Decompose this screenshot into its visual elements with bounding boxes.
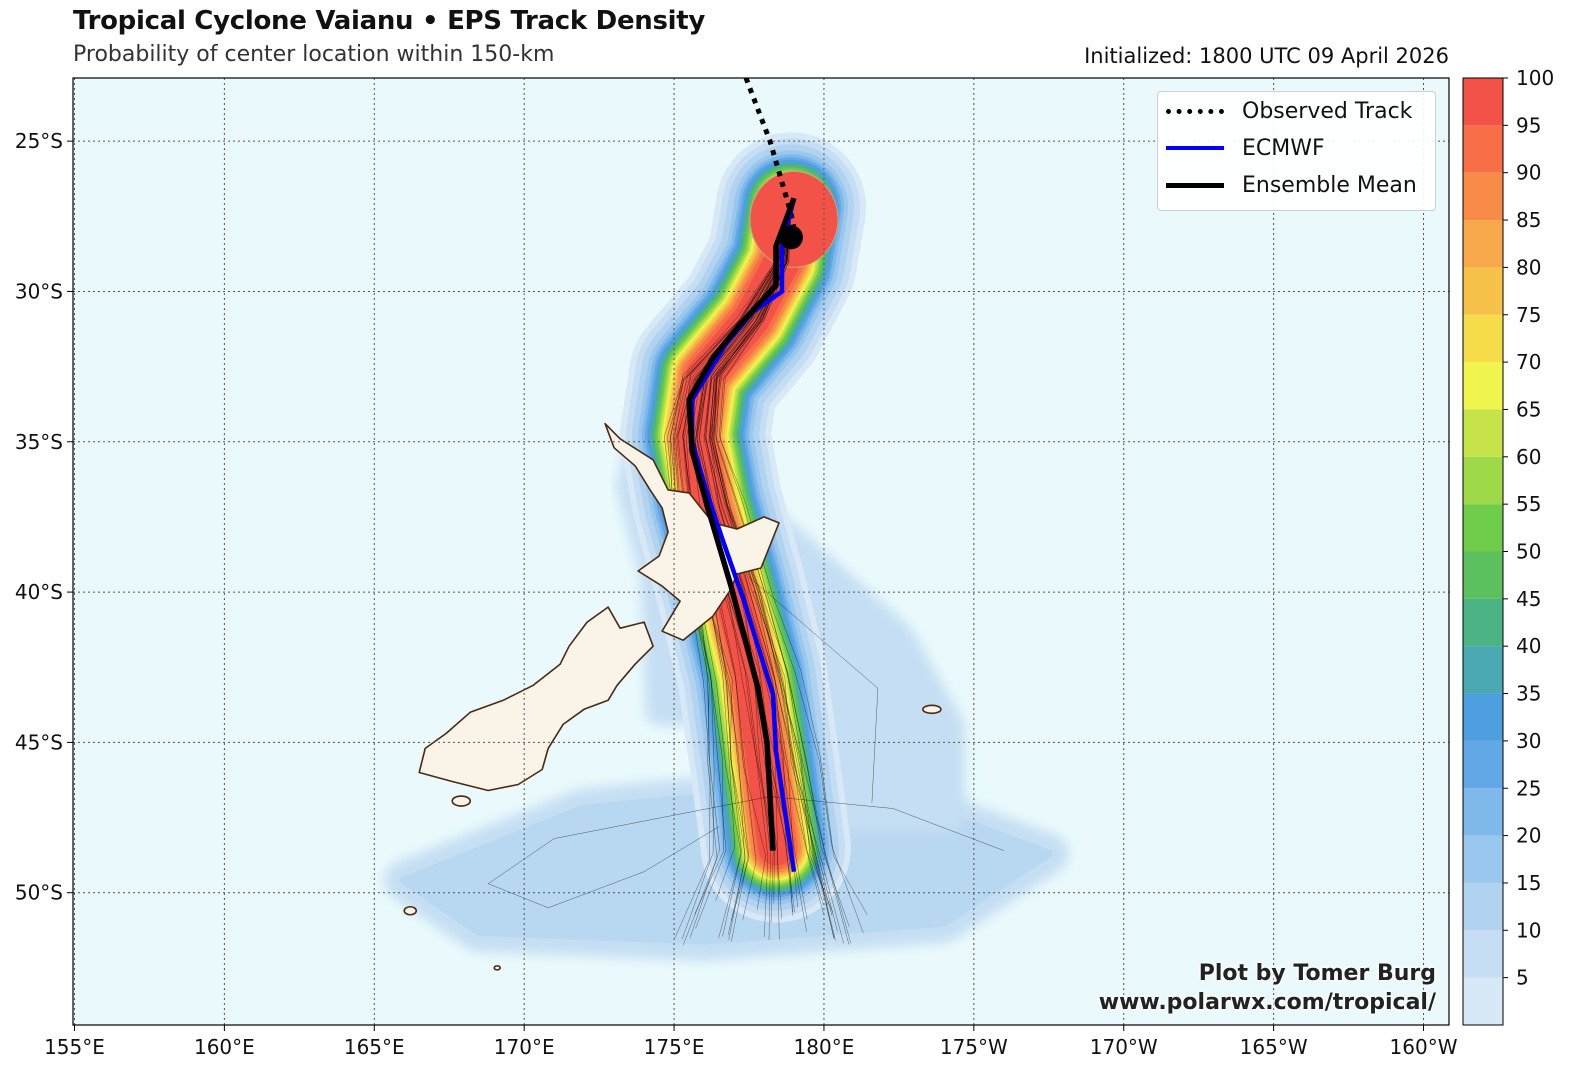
colorbar-tick-label: 85 [1516, 208, 1541, 232]
lon-tick-label: 160°E [194, 1035, 255, 1059]
ensemble-member-track-outlier [769, 796, 1004, 851]
legend-item-observed: Observed Track [1166, 96, 1412, 126]
colorbar: 5 10 15 20 25 30 35 40 45 50 55 60 65 70 75 80 85 90 95 100 [1462, 66, 1554, 1026]
colorbar-tick-label: 25 [1516, 776, 1541, 800]
colorbar-segment-20 [1463, 835, 1503, 883]
colorbar-tick-label: 55 [1516, 492, 1541, 516]
lon-tick-label: 155°E [44, 1035, 105, 1059]
auckland-islands [403, 905, 418, 916]
colorbar-segment-100 [1463, 78, 1503, 126]
current-position-marker [778, 225, 803, 250]
lon-tick-label: 160°W [1390, 1035, 1458, 1059]
south-island [418, 606, 654, 792]
colorbar-tick-label: 50 [1516, 540, 1541, 564]
colorbar-tick-label: 5 [1516, 966, 1529, 990]
lon-tick-label: 175°E [644, 1035, 705, 1059]
colorbar-segment-40 [1463, 646, 1503, 694]
axis-ticks: 155°E 160°E 165°E 170°E 175°E 180°E 175°W 170°W… [15, 129, 1458, 1059]
map-frame [72, 77, 1450, 1026]
colorbar-tick-label: 30 [1516, 729, 1541, 753]
colorbar-segment-50 [1463, 551, 1503, 599]
colorbar-tick-label: 75 [1516, 303, 1541, 327]
colorbar-tick-label: 45 [1516, 587, 1541, 611]
lon-tick-label: 165°W [1240, 1035, 1308, 1059]
track-lines [686, 78, 803, 873]
colorbar-segment-5 [1463, 977, 1503, 1025]
colorbar-tick-label: 15 [1516, 871, 1541, 895]
page-title: Tropical Cyclone Vaianu • EPS Track Dens… [73, 6, 706, 36]
colorbar-tick-label: 40 [1516, 634, 1541, 658]
legend-label-ensemble-mean: Ensemble Mean [1242, 172, 1417, 198]
colorbar-segment-60 [1463, 456, 1503, 505]
credit-author: Plot by Tomer Burg [1198, 961, 1436, 986]
colorbar-segment-25 [1463, 788, 1503, 836]
lat-tick-label: 45°S [15, 730, 63, 754]
colorbar-segment-55 [1463, 504, 1503, 552]
colorbar-segment-90 [1463, 172, 1503, 221]
colorbar-tick-label: 35 [1516, 682, 1541, 706]
page-subtitle: Probability of center location within 15… [73, 42, 555, 67]
chatham-islands [922, 704, 942, 715]
colorbar-tick-label: 90 [1516, 161, 1541, 185]
colorbar-tick-label: 10 [1516, 918, 1541, 942]
legend-item-ecmwf: ECMWF [1166, 133, 1325, 163]
lat-tick-label: 40°S [15, 580, 63, 604]
legend: Observed Track ECMWF Ensemble Mean [1157, 91, 1436, 211]
ecmwf-swatch [1166, 146, 1224, 150]
ensemble-member-track-outlier [748, 576, 879, 803]
lat-tick-label: 30°S [15, 279, 63, 303]
colorbar-segment-75 [1463, 314, 1503, 363]
lon-tick-label: 180°E [794, 1035, 855, 1059]
credit-url[interactable]: www.polarwx.com/tropical/ [1098, 990, 1436, 1015]
lat-tick-label: 50°S [15, 881, 63, 905]
colorbar-tick-label: 20 [1516, 824, 1541, 848]
legend-label-observed: Observed Track [1242, 98, 1413, 124]
colorbar-segment-70 [1463, 362, 1503, 410]
observed-track-swatch [1166, 108, 1224, 114]
lon-tick-label: 170°W [1090, 1035, 1158, 1059]
colorbar-tick-label: 70 [1516, 350, 1541, 374]
colorbar-segment-10 [1463, 930, 1503, 978]
lon-tick-label: 175°W [940, 1035, 1008, 1059]
legend-item-ensemble-mean: Ensemble Mean [1166, 170, 1417, 200]
colorbar-segment-35 [1463, 693, 1503, 741]
colorbar-tick-label: 100 [1516, 66, 1554, 90]
colorbar-segment-15 [1463, 882, 1503, 931]
campbell-island [493, 965, 501, 971]
colorbar-segment-80 [1463, 267, 1503, 315]
colorbar-segment-65 [1463, 409, 1503, 457]
colorbar-tick-label: 95 [1516, 113, 1541, 137]
stewart-island [451, 795, 472, 807]
colorbar-segment-95 [1463, 125, 1503, 173]
colorbar-segment-45 [1463, 598, 1503, 647]
ensemble-mean-track-line [686, 197, 797, 851]
initialized-time: Initialized: 1800 UTC 09 April 2026 [1084, 44, 1449, 68]
colorbar-tick-label: 65 [1516, 397, 1541, 421]
colorbar-tick-label: 60 [1516, 445, 1541, 469]
lon-tick-label: 170°E [494, 1035, 555, 1059]
legend-label-ecmwf: ECMWF [1242, 135, 1325, 161]
ensemble-member-track-outlier [487, 796, 771, 909]
lat-tick-label: 35°S [15, 430, 63, 454]
ensemble-mean-swatch [1166, 182, 1224, 188]
colorbar-segment-30 [1463, 740, 1503, 789]
colorbar-tick-label: 80 [1516, 255, 1541, 279]
colorbar-segment-85 [1463, 220, 1503, 268]
lat-tick-label: 25°S [15, 129, 63, 153]
observed-track-line [743, 78, 797, 229]
land-masses [403, 422, 942, 971]
lon-tick-label: 165°E [344, 1035, 405, 1059]
density-core-100 [749, 170, 839, 268]
